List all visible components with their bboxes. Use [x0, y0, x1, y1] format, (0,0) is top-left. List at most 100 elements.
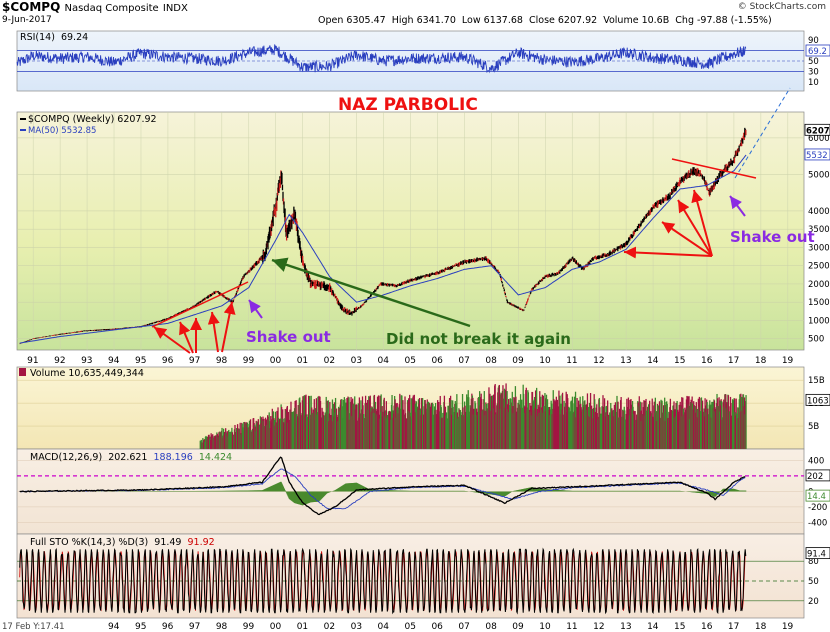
- x-tick-label: 92: [54, 356, 65, 366]
- close-value: Close 6207.92: [528, 15, 598, 26]
- rsi-last-label: 69.2: [808, 47, 827, 57]
- rsi-chart: 907050301069.2: [16, 36, 830, 88]
- red-arrow-9: [691, 189, 713, 257]
- volume-label: Volume 10,635,449,344: [19, 368, 144, 379]
- volume-last-label: 1063: [807, 396, 829, 406]
- sto-last-label: 91.4: [807, 550, 826, 560]
- sto-x-tick-label: 98: [216, 622, 228, 632]
- sto-x-tick-label: 03: [351, 622, 362, 632]
- macd-last-box: [805, 469, 830, 482]
- macd-hist-value: 14.424: [199, 452, 232, 463]
- x-tick-label: 91: [27, 356, 38, 366]
- ma-last-label: 5532: [806, 151, 828, 161]
- red-arrow-5: [221, 301, 236, 353]
- sto-x-tick-label: 09: [512, 622, 524, 632]
- x-tick-label: 05: [405, 356, 416, 366]
- rsi-line: [16, 44, 747, 74]
- sto-x-tick-label: 94: [108, 622, 120, 632]
- x-tick-label: 09: [512, 356, 524, 366]
- x-tick-label: 94: [108, 356, 120, 366]
- sto-x-tick-label: 18: [755, 622, 767, 632]
- x-tick-label: 97: [189, 356, 200, 366]
- sto-x-tick-label: 96: [162, 622, 174, 632]
- macd-tick-label: -400: [808, 518, 827, 528]
- trendline-annotations: [151, 87, 791, 328]
- symbol-name: Nasdaq Composite: [64, 3, 159, 14]
- high-value: High 6341.70: [391, 15, 456, 26]
- x-tick-label: 14: [647, 356, 659, 366]
- price-series-label: $COMPQ (Weekly) 6207.92: [28, 114, 157, 125]
- ohlc-summary: Open 6305.47 High 6341.70 Low 6137.68 Cl…: [318, 15, 772, 26]
- rsi-last-box: [805, 44, 830, 57]
- symbol-title: $COMPQ Nasdaq Composite INDX: [2, 0, 188, 14]
- svg-text:MACD(12,26,9) 202.621: MACD(12,26,9) 202.621 188.196 14.424: [30, 452, 232, 463]
- sto-x-tick-label: 08: [485, 622, 497, 632]
- x-tick-label: 03: [351, 356, 362, 366]
- volume-chart: 15B10B5B1063: [17, 376, 830, 449]
- macd-label: MACD(12,26,9) 202.621 188.196 14.424: [30, 452, 232, 463]
- sto-x-tick-label: 17: [728, 622, 739, 632]
- rsi-tick-label: 90: [808, 36, 819, 46]
- shake-out-label-1: Shake out: [246, 328, 331, 346]
- sto-chart: 80 50 20 94 95 96 97 98 99 00 01 02 03 04 05 06 07 08 09 10…: [17, 547, 830, 632]
- sto-x-tick-label: 05: [405, 622, 416, 632]
- x-tick-label: 01: [297, 356, 308, 366]
- sto-tick-label: 20: [808, 597, 819, 607]
- volume-tick-label: 5B: [808, 422, 819, 432]
- x-tick-label: 02: [324, 356, 335, 366]
- price-tick-label: 6000: [808, 134, 830, 144]
- rsi-value: 69.24: [61, 32, 88, 43]
- x-tick-label: 98: [216, 356, 228, 366]
- red-arrow-2: [179, 321, 194, 354]
- sto-x-tick-label: 13: [620, 622, 631, 632]
- sto-x-tick-label: 01: [297, 622, 308, 632]
- sto-x-tick-label: 04: [378, 622, 390, 632]
- x-tick-label: 96: [162, 356, 174, 366]
- macd-value: 202.621: [108, 452, 147, 463]
- sto-tick-label: 50: [808, 577, 819, 587]
- sto-d-value: 91.92: [188, 537, 215, 548]
- sto-x-tick-label: 02: [324, 622, 335, 632]
- x-tick-label: 06: [431, 356, 443, 366]
- credit-text: © StockCharts.com: [737, 2, 826, 12]
- x-tick-label: 12: [593, 356, 604, 366]
- macd-last-label: 202: [807, 472, 823, 482]
- symbol: $COMPQ: [2, 0, 61, 14]
- red-arrow-6: [623, 246, 713, 259]
- resistance-trendline-2015: [671, 158, 757, 179]
- x-tick-label: 95: [135, 356, 146, 366]
- price-tick-label: 500: [808, 335, 824, 345]
- price-tick-label: 3000: [808, 243, 830, 253]
- sto-x-tick-label: 07: [458, 622, 469, 632]
- rsi-label: RSI(14) 69.24: [20, 32, 88, 43]
- price-last-label: 6207: [806, 126, 830, 136]
- sto-x-tick-label: 16: [701, 622, 713, 632]
- sto-name: Full STO %K(14,3) %D(3): [30, 537, 148, 548]
- macd-signal-value: 188.196: [154, 452, 193, 463]
- x-tick-label: 08: [485, 356, 497, 366]
- rsi-tick-label: 30: [808, 67, 819, 77]
- price-tick-label: 1500: [808, 298, 830, 308]
- macd-tick-label: 400: [808, 457, 824, 467]
- volume-tick-label: 15B: [808, 376, 825, 386]
- shake-out-label-2: Shake out: [730, 228, 815, 246]
- purple-arrow-2: [729, 195, 746, 217]
- low-value: Low 6137.68: [461, 15, 523, 26]
- x-tick-label: 15: [674, 356, 685, 366]
- green-arrow: [271, 257, 471, 328]
- sto-x-tick-label: 11: [566, 622, 577, 632]
- sto-x-tick-label: 19: [782, 622, 794, 632]
- sto-x-tick-label: 10: [539, 622, 551, 632]
- purple-arrow-1: [248, 299, 263, 319]
- price-tick-label: 3500: [808, 225, 830, 235]
- red-arrow-4: [207, 311, 220, 353]
- ma-last-box: [804, 148, 830, 161]
- chart-header: $COMPQ Nasdaq Composite INDX 9-Jun-2017 …: [0, 0, 830, 30]
- sto-x-tick-label: 12: [593, 622, 604, 632]
- rsi-name: RSI(14): [20, 32, 55, 43]
- price-tick-label: 2500: [808, 262, 830, 272]
- x-tick-label: 19: [782, 356, 794, 366]
- red-arrows-2010s: [623, 189, 713, 259]
- price-last-box: [804, 123, 830, 136]
- x-tick-label: 04: [378, 356, 390, 366]
